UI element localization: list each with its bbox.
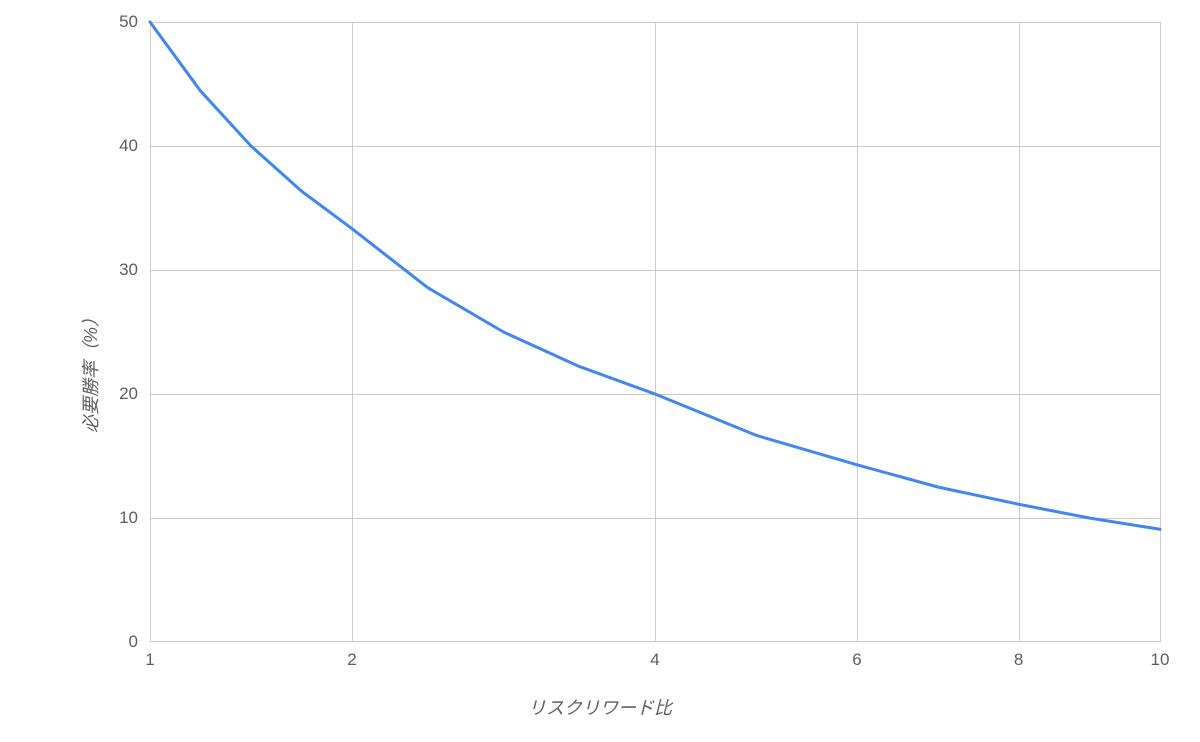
x-tick-label: 4: [650, 650, 659, 670]
y-tick-label: 30: [119, 260, 138, 280]
x-tick-label: 1: [145, 650, 154, 670]
x-axis-label: リスクリワード比: [528, 694, 672, 720]
y-tick-label: 50: [119, 12, 138, 32]
x-tick-label: 6: [852, 650, 861, 670]
y-axis-label: 必要勝率（%）: [77, 309, 103, 433]
plot-area: [150, 22, 1160, 642]
y-tick-label: 40: [119, 136, 138, 156]
line-chart-svg: [150, 22, 1160, 642]
x-tick-label: 10: [1151, 650, 1170, 670]
y-tick-label: 20: [119, 384, 138, 404]
x-tick-label: 8: [1014, 650, 1023, 670]
y-tick-label: 10: [119, 508, 138, 528]
gridline-v: [1160, 22, 1161, 642]
x-tick-label: 2: [347, 650, 356, 670]
y-tick-label: 0: [129, 632, 138, 652]
chart-container: 必要勝率（%） リスクリワード比 0 10 20 30 40 50 1 2 4 6 8 10: [0, 0, 1200, 742]
